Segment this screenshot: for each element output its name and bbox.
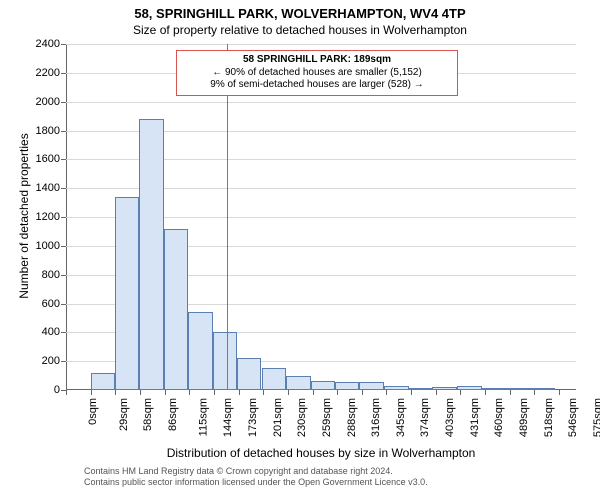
x-tick-mark (140, 390, 141, 395)
y-tick-mark (61, 275, 66, 276)
histogram-bar (335, 382, 360, 390)
x-tick-mark (239, 390, 240, 395)
y-tick-label: 1400 (26, 182, 60, 194)
y-tick-mark (61, 246, 66, 247)
x-tick-mark (165, 390, 166, 395)
x-tick-label: 29sqm (118, 398, 130, 431)
plot-area (66, 44, 576, 390)
y-tick-label: 1600 (26, 153, 60, 165)
x-tick-label: 489sqm (518, 398, 530, 437)
x-tick-label: 0sqm (87, 398, 99, 425)
attribution: Contains HM Land Registry data © Crown c… (84, 466, 428, 489)
y-tick-label: 600 (26, 298, 60, 310)
y-tick-label: 200 (26, 355, 60, 367)
attribution-line2: Contains public sector information licen… (84, 477, 428, 488)
y-tick-mark (61, 361, 66, 362)
histogram-bar (164, 229, 189, 390)
x-tick-label: 86sqm (167, 398, 179, 431)
y-tick-mark (61, 217, 66, 218)
grid-line (66, 102, 576, 103)
x-tick-label: 201sqm (272, 398, 284, 437)
x-tick-mark (288, 390, 289, 395)
x-tick-label: 288sqm (346, 398, 358, 437)
x-tick-mark (66, 390, 67, 395)
x-tick-label: 460sqm (494, 398, 506, 437)
histogram-bar (213, 332, 237, 390)
info-box-line1: 58 SPRINGHILL PARK: 189sqm (183, 54, 451, 67)
x-tick-mark (214, 390, 215, 395)
histogram-bar (237, 358, 262, 390)
y-tick-label: 1800 (26, 125, 60, 137)
x-tick-label: 575sqm (592, 398, 600, 437)
x-tick-label: 173sqm (247, 398, 259, 437)
x-tick-label: 374sqm (420, 398, 432, 437)
histogram-bar (188, 312, 213, 390)
y-tick-mark (61, 131, 66, 132)
info-box-line2: ← 90% of detached houses are smaller (5,… (183, 67, 451, 80)
histogram-bar (409, 388, 433, 390)
x-tick-mark (263, 390, 264, 395)
y-tick-label: 400 (26, 326, 60, 338)
chart-title-sub: Size of property relative to detached ho… (0, 21, 600, 37)
x-tick-label: 144sqm (222, 398, 234, 437)
x-tick-label: 546sqm (567, 398, 579, 437)
grid-line (66, 44, 576, 45)
histogram-bar (384, 386, 409, 390)
y-tick-label: 800 (26, 269, 60, 281)
histogram-bar (91, 373, 116, 390)
y-tick-label: 2000 (26, 96, 60, 108)
x-tick-mark (91, 390, 92, 395)
x-tick-label: 259sqm (321, 398, 333, 437)
y-tick-mark (61, 44, 66, 45)
x-tick-mark (559, 390, 560, 395)
info-box-line3: 9% of semi-detached houses are larger (5… (183, 79, 451, 92)
y-tick-label: 1200 (26, 211, 60, 223)
reference-line (227, 44, 228, 390)
x-tick-mark (386, 390, 387, 395)
y-tick-mark (61, 73, 66, 74)
x-tick-label: 230sqm (296, 398, 308, 437)
x-axis-title: Distribution of detached houses by size … (66, 446, 576, 460)
x-tick-mark (313, 390, 314, 395)
histogram-bar (139, 119, 164, 390)
y-tick-label: 0 (26, 384, 60, 396)
attribution-line1: Contains HM Land Registry data © Crown c… (84, 466, 428, 477)
x-tick-mark (534, 390, 535, 395)
y-tick-mark (61, 332, 66, 333)
y-tick-label: 1000 (26, 240, 60, 252)
x-tick-label: 115sqm (197, 398, 209, 436)
histogram-bar (262, 368, 287, 390)
x-tick-label: 403sqm (444, 398, 456, 437)
y-tick-label: 2200 (26, 67, 60, 79)
y-tick-mark (61, 159, 66, 160)
x-tick-mark (485, 390, 486, 395)
x-tick-label: 58sqm (142, 398, 154, 431)
y-tick-mark (61, 188, 66, 189)
x-tick-mark (362, 390, 363, 395)
x-tick-mark (436, 390, 437, 395)
x-tick-label: 518sqm (543, 398, 555, 437)
x-tick-mark (337, 390, 338, 395)
histogram-bar (311, 381, 335, 390)
y-tick-mark (61, 304, 66, 305)
x-tick-mark (510, 390, 511, 395)
y-tick-label: 2400 (26, 38, 60, 50)
x-tick-label: 316sqm (370, 398, 382, 437)
property-size-chart: 58, SPRINGHILL PARK, WOLVERHAMPTON, WV4 … (0, 0, 600, 500)
histogram-bar (359, 382, 384, 390)
info-box: 58 SPRINGHILL PARK: 189sqm ← 90% of deta… (176, 50, 458, 96)
chart-title-main: 58, SPRINGHILL PARK, WOLVERHAMPTON, WV4 … (0, 0, 600, 21)
histogram-bar (115, 197, 139, 390)
y-tick-mark (61, 102, 66, 103)
x-tick-mark (189, 390, 190, 395)
x-tick-label: 431sqm (469, 398, 481, 437)
x-tick-mark (411, 390, 412, 395)
histogram-bar (286, 376, 311, 390)
x-tick-label: 345sqm (395, 398, 407, 437)
x-tick-mark (460, 390, 461, 395)
x-tick-mark (115, 390, 116, 395)
